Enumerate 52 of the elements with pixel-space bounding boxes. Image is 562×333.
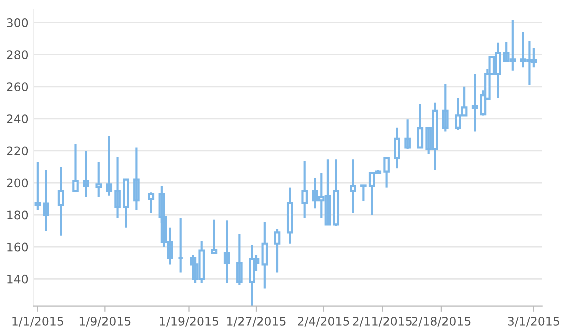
- candlestick: [43, 169, 50, 232]
- candlestick: [394, 126, 400, 170]
- candlestick: [96, 161, 102, 198]
- x-tick-label: 2/4/2015: [298, 316, 350, 327]
- candlestick: [211, 218, 218, 255]
- y-tick-label: 300: [7, 18, 28, 28]
- candlestick: [472, 74, 478, 133]
- candlestick: [34, 161, 42, 212]
- candlestick: [324, 158, 332, 227]
- y-tick-label: 140: [8, 274, 28, 284]
- x-tick-label: 1/27/2015: [228, 316, 286, 327]
- candlestick: [530, 47, 538, 69]
- y-tick-label: 180: [8, 210, 28, 220]
- candlestick: [302, 160, 308, 220]
- candlestick: [384, 156, 390, 189]
- candlestick: [404, 118, 411, 150]
- y-tick-label: 200: [7, 178, 28, 188]
- candlestick: [134, 146, 140, 212]
- y-tick-label: 280: [7, 50, 28, 60]
- x-tick-label: 3/1/2015: [508, 316, 560, 327]
- x-tick-label: 1/9/2015: [80, 316, 131, 327]
- candlestick: [236, 233, 243, 287]
- candlestick: [503, 40, 510, 62]
- y-tick-label: 240: [7, 114, 28, 124]
- candlestick: [510, 19, 516, 72]
- candlestick: [148, 192, 155, 214]
- x-tick-label: 1/1/2015: [12, 316, 64, 327]
- y-tick-label: 160: [8, 242, 28, 252]
- candlestick: [526, 40, 533, 86]
- x-tick-label: 1/19/2015: [160, 316, 218, 327]
- x-tick-label: 2/11/2015: [353, 316, 412, 327]
- candlestick: [520, 31, 527, 69]
- candlestick: [442, 83, 449, 133]
- candlestick: [426, 127, 432, 156]
- candlestick: [249, 244, 256, 306]
- candlestick: [224, 220, 230, 284]
- x-tick-label: 2/18/2015: [412, 316, 471, 327]
- candlestick: [417, 103, 424, 149]
- candlestick: [167, 226, 174, 266]
- candlestick: [72, 144, 79, 192]
- candlestick: [312, 177, 318, 210]
- candlestick: [106, 136, 113, 197]
- candlestick: [318, 172, 325, 220]
- y-tick-label: 220: [7, 146, 28, 156]
- candlestick: [58, 166, 64, 237]
- candlestick: [83, 150, 90, 198]
- candlestick: [274, 228, 281, 274]
- candlestick: [262, 221, 268, 290]
- y-tick-label: 260: [7, 82, 28, 92]
- candlestick: [360, 184, 367, 202]
- candlestick: [114, 156, 121, 220]
- candlestick: [350, 158, 356, 214]
